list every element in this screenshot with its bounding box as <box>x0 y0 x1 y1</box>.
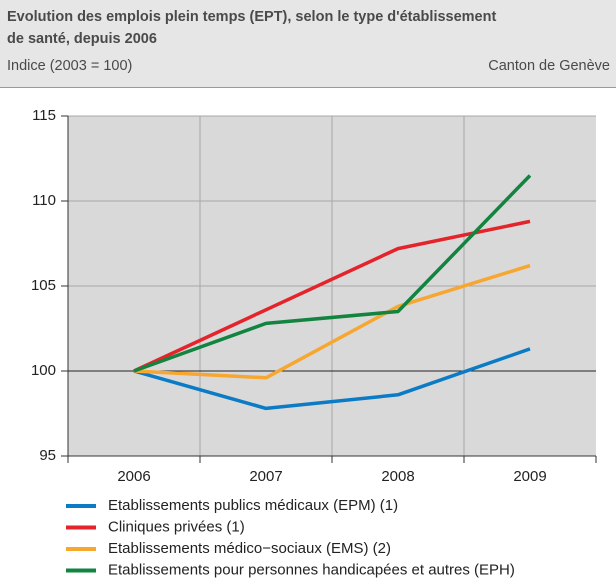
data-line <box>133 219 531 373</box>
x-tick-label: 2008 <box>381 468 414 485</box>
legend-label: Etablissements médico−sociaux (EMS) (2) <box>108 540 391 557</box>
data-line <box>133 263 531 380</box>
legend-label: Cliniques privées (1) <box>108 518 245 535</box>
y-tick-label: 100 <box>31 362 56 379</box>
y-tick-label: 110 <box>32 192 56 209</box>
header: Evolution des emplois plein temps (EPT),… <box>0 0 616 88</box>
y-tick-label: 95 <box>39 447 56 464</box>
x-tick-label: 2006 <box>117 468 150 485</box>
chart-title: Evolution des emplois plein temps (EPT),… <box>7 9 497 47</box>
legend-label: Etablissements pour personnes handicapée… <box>108 561 515 578</box>
y-tick-label: 105 <box>31 277 56 294</box>
x-tick-label: 2007 <box>249 468 282 485</box>
chart-subtitle: Indice (2003 = 100) <box>7 58 133 74</box>
data-line <box>133 347 531 411</box>
source-area: Canton de Genève <box>488 58 610 74</box>
y-tick-label: 115 <box>32 107 56 124</box>
x-tick-label: 2009 <box>513 468 546 485</box>
legend-label: Etablissements publics médicaux (EPM) (1… <box>108 497 398 514</box>
data-line <box>133 174 532 373</box>
